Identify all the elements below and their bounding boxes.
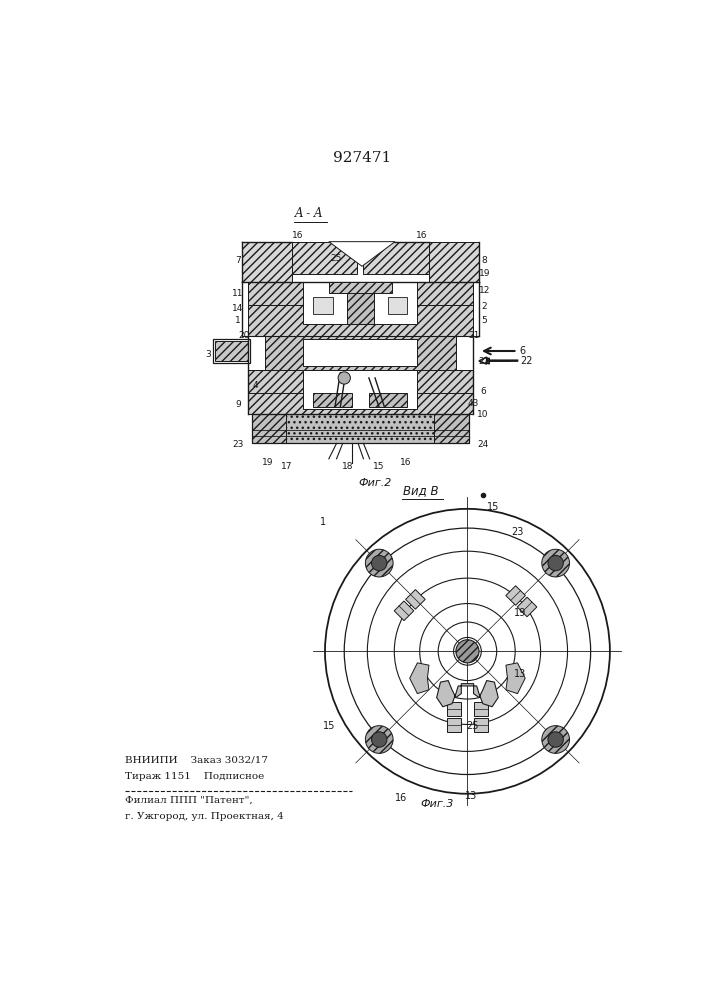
Text: 15: 15 [322,721,335,731]
Polygon shape [447,718,460,732]
Polygon shape [437,681,498,707]
Text: 1: 1 [320,517,326,527]
Text: 5: 5 [481,316,487,325]
Circle shape [366,726,393,753]
Text: 23: 23 [233,440,244,449]
Circle shape [542,726,570,753]
Text: 10: 10 [477,410,489,419]
Text: Тираж 1151    Подписное: Тираж 1151 Подписное [125,772,264,781]
Bar [248,282,473,305]
Bar [363,242,429,274]
Text: 7: 7 [235,256,241,265]
Polygon shape [447,702,460,716]
Polygon shape [506,663,525,694]
Text: 19: 19 [479,269,490,278]
Bar [303,282,417,324]
Bar [417,282,473,336]
Text: 8: 8 [481,256,487,265]
Text: 11: 11 [232,289,244,298]
Text: Филиал ППП "Патент",: Филиал ППП "Патент", [125,795,252,804]
Bar [292,242,357,274]
Bar [215,341,248,361]
Bar [303,370,417,409]
Polygon shape [395,601,414,621]
Bar [252,414,469,443]
Polygon shape [406,590,425,609]
Bar [329,282,392,293]
Text: 21: 21 [468,331,479,340]
Text: 13: 13 [514,669,526,679]
Text: 6: 6 [520,346,526,356]
Circle shape [548,732,563,747]
Text: 9: 9 [235,400,241,409]
Bar [248,305,473,336]
Text: A - A: A - A [296,207,324,220]
Bar [434,414,469,443]
Bar [252,414,286,443]
Text: 23: 23 [511,527,524,537]
Polygon shape [329,242,395,266]
Text: 13: 13 [465,791,477,801]
Polygon shape [479,357,518,364]
Text: 1: 1 [235,316,241,325]
Circle shape [542,549,570,577]
Bar [388,297,407,314]
Bar [429,242,479,282]
Polygon shape [409,663,429,694]
Bar [265,336,456,370]
Circle shape [372,555,387,571]
Circle shape [372,732,387,747]
Text: 2: 2 [481,302,487,311]
Bar [248,282,303,336]
Circle shape [456,640,479,663]
Text: 6: 6 [480,387,486,396]
Bar [248,370,473,393]
Polygon shape [506,586,525,605]
Bar [303,339,417,366]
Bar [417,370,473,414]
Text: 20: 20 [238,331,250,340]
Bar [252,414,469,443]
Text: 15: 15 [373,462,385,471]
Text: 927471: 927471 [333,151,391,165]
Text: 43: 43 [468,399,479,408]
Bar [313,393,352,407]
Text: 3: 3 [205,350,211,359]
Text: 15: 15 [486,502,499,512]
Bar [369,393,407,407]
Text: 19: 19 [514,608,526,618]
Text: 4: 4 [253,381,259,390]
Text: Вид В: Вид В [404,484,439,497]
Text: 24: 24 [477,440,489,449]
Text: г. Ужгород, ул. Проектная, 4: г. Ужгород, ул. Проектная, 4 [125,812,284,821]
Circle shape [338,372,351,384]
Polygon shape [474,702,489,716]
Text: 18: 18 [342,462,354,471]
Circle shape [366,549,393,577]
Bar [248,370,303,414]
Bar [242,242,292,282]
Bar [214,339,250,363]
Text: 14: 14 [233,304,244,313]
Bar [248,391,473,414]
Text: 25: 25 [467,721,479,731]
Bar [346,292,374,324]
Text: ВНИИПИ    Заказ 3032/17: ВНИИПИ Заказ 3032/17 [125,755,268,764]
Text: 17: 17 [281,462,292,471]
Text: 16: 16 [400,458,411,467]
Text: 12: 12 [479,286,490,295]
Polygon shape [518,597,537,617]
Bar [313,297,333,314]
Text: 19: 19 [262,458,273,467]
Text: 22: 22 [520,356,532,366]
Text: 22: 22 [479,357,490,366]
Text: 16: 16 [292,231,304,240]
Circle shape [548,555,563,571]
Text: 25: 25 [331,254,342,263]
Text: Фиг.2: Фиг.2 [358,478,392,488]
Text: 16: 16 [395,793,407,803]
Text: Фиг.3: Фиг.3 [420,799,453,809]
Polygon shape [474,718,489,732]
Text: 16: 16 [416,231,427,240]
